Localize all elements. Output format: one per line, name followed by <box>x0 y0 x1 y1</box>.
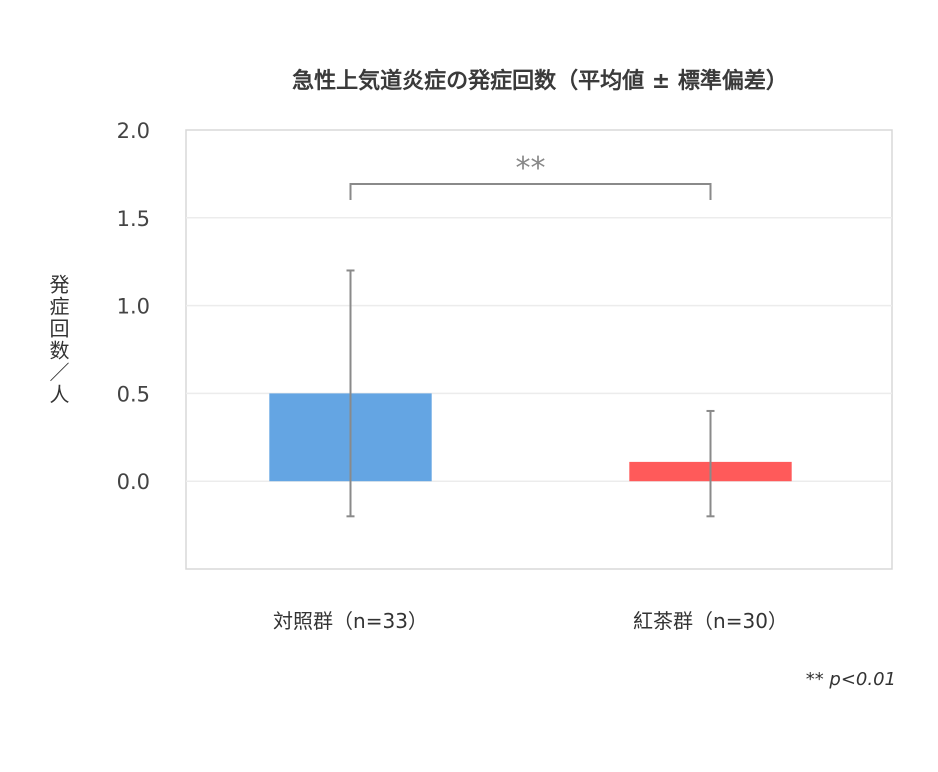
y-tick-label: 1.5 <box>117 207 150 231</box>
bars <box>269 393 792 482</box>
y-tick-label: 0.0 <box>117 470 150 494</box>
significance-bracket-line <box>349 183 712 200</box>
y-tick-labels: 0.0 0.5 1.0 1.5 2.0 <box>117 119 150 494</box>
plot-area <box>185 129 893 570</box>
x-category-labels: 対照群（n=33） 紅茶群（n=30） <box>273 609 788 633</box>
footnote: ** p<0.01 <box>806 669 896 690</box>
x-category-label: 対照群（n=33） <box>273 609 428 633</box>
chart-title: 急性上気道炎症の発症回数（平均値 ± 標準偏差） <box>292 68 788 94</box>
y-tick-label: 0.5 <box>117 382 150 406</box>
significance-bracket: ** <box>349 151 712 200</box>
x-category-label: 紅茶群（n=30） <box>633 609 788 633</box>
y-tick-label: 1.0 <box>117 295 150 319</box>
error-bars <box>346 269 715 518</box>
y-axis-label: 発症回数／人 <box>46 274 70 406</box>
significance-label: ** <box>516 151 546 186</box>
y-tick-label: 2.0 <box>117 119 150 143</box>
